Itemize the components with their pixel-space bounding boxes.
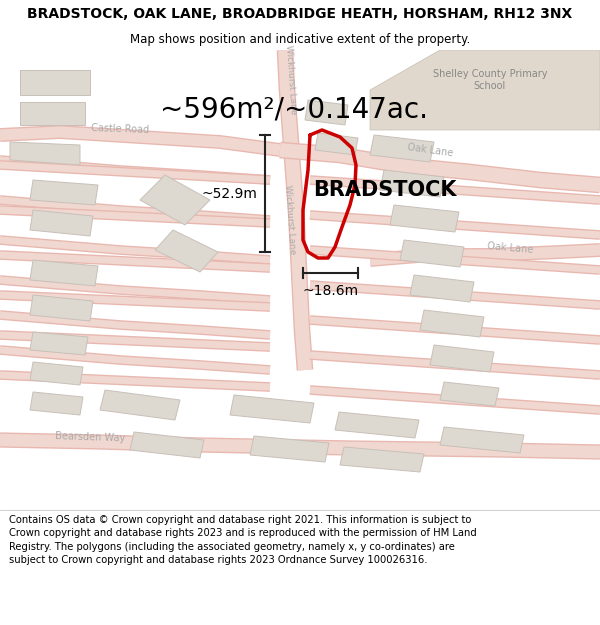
Polygon shape — [440, 427, 524, 453]
Text: Shelley County Primary
School: Shelley County Primary School — [433, 69, 547, 91]
Text: ~52.9m: ~52.9m — [201, 186, 257, 201]
Polygon shape — [250, 436, 329, 462]
Text: Bearsden Way: Bearsden Way — [55, 431, 125, 443]
Text: Map shows position and indicative extent of the property.: Map shows position and indicative extent… — [130, 32, 470, 46]
Text: Wickhurst Lane: Wickhurst Lane — [284, 45, 298, 115]
Polygon shape — [30, 362, 83, 385]
Polygon shape — [140, 175, 210, 225]
Polygon shape — [10, 142, 80, 165]
Polygon shape — [380, 170, 444, 197]
Text: ~596m²/~0.147ac.: ~596m²/~0.147ac. — [160, 96, 428, 124]
Polygon shape — [370, 135, 434, 162]
Polygon shape — [430, 345, 494, 372]
Text: BRADSTOCK, OAK LANE, BROADBRIDGE HEATH, HORSHAM, RH12 3NX: BRADSTOCK, OAK LANE, BROADBRIDGE HEATH, … — [28, 7, 572, 21]
Polygon shape — [30, 260, 98, 286]
Polygon shape — [230, 395, 314, 423]
Polygon shape — [410, 275, 474, 302]
Polygon shape — [30, 180, 98, 205]
Polygon shape — [420, 310, 484, 337]
Polygon shape — [390, 205, 459, 232]
Polygon shape — [130, 432, 204, 458]
Text: Castle Road: Castle Road — [91, 123, 149, 135]
Text: Oak Lane: Oak Lane — [406, 142, 454, 158]
Polygon shape — [30, 332, 88, 355]
Polygon shape — [400, 240, 464, 267]
Polygon shape — [305, 100, 348, 125]
Polygon shape — [20, 102, 85, 125]
Polygon shape — [155, 230, 218, 272]
Polygon shape — [30, 210, 93, 236]
Polygon shape — [20, 70, 90, 95]
Text: ~18.6m: ~18.6m — [302, 284, 359, 298]
Polygon shape — [370, 50, 600, 130]
Polygon shape — [100, 390, 180, 420]
Polygon shape — [440, 382, 499, 406]
Polygon shape — [30, 295, 93, 321]
Polygon shape — [315, 133, 358, 155]
Text: BRADSTOCK: BRADSTOCK — [313, 180, 457, 200]
Polygon shape — [340, 447, 424, 472]
Text: Wickhurst Lane: Wickhurst Lane — [283, 185, 297, 255]
Text: Contains OS data © Crown copyright and database right 2021. This information is : Contains OS data © Crown copyright and d… — [9, 514, 477, 566]
Polygon shape — [335, 412, 419, 438]
Text: Oak Lane: Oak Lane — [487, 241, 533, 255]
Polygon shape — [30, 392, 83, 415]
